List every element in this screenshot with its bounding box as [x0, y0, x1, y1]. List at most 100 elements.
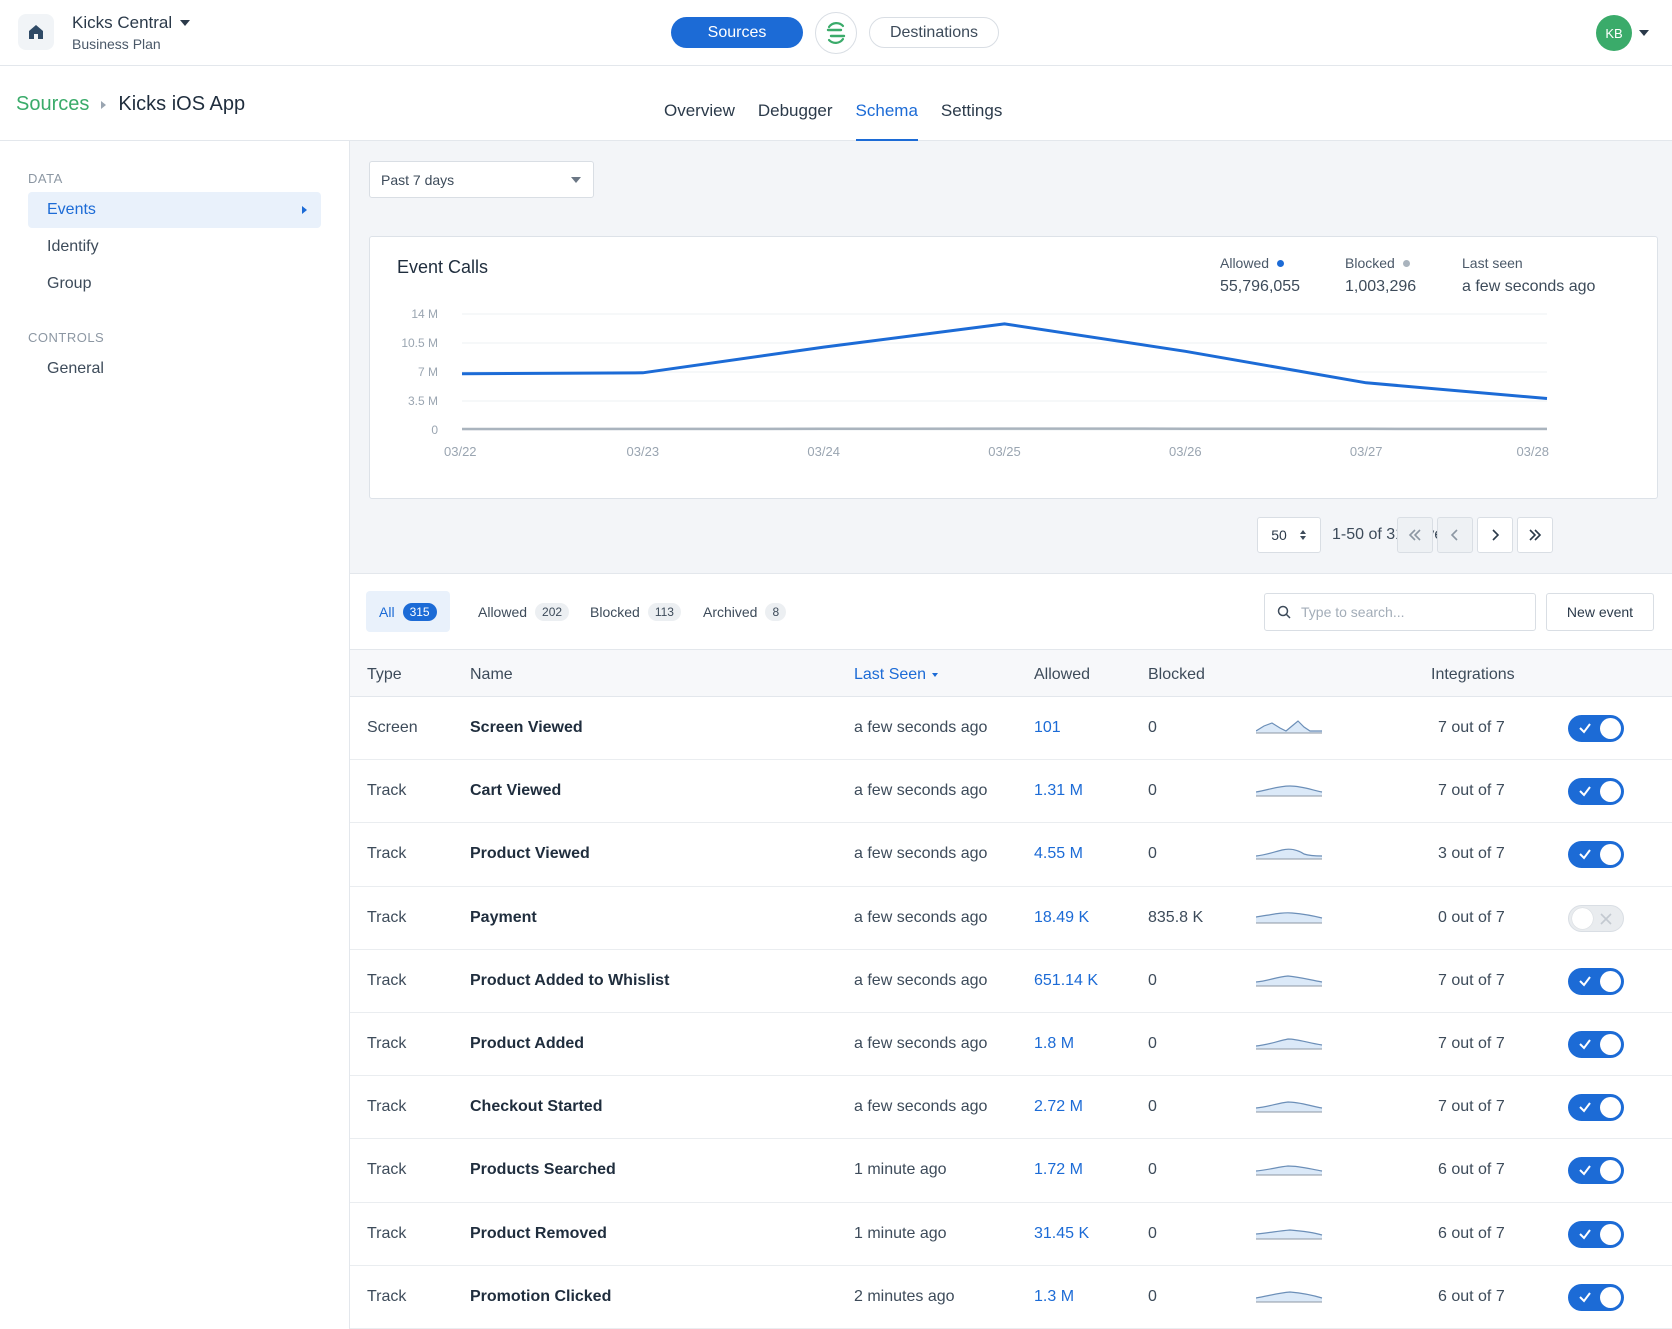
tab-debugger[interactable]: Debugger — [757, 100, 833, 120]
first-page-button[interactable] — [1397, 517, 1433, 553]
row-event-name[interactable]: Product Removed — [470, 1224, 607, 1242]
row-allowed-count: 1.72 M — [1034, 1161, 1083, 1179]
row-blocked-count: 0 — [1148, 1287, 1157, 1305]
row-event-name[interactable]: Product Added — [470, 1034, 585, 1052]
filter-count-badge: 315 — [402, 602, 437, 621]
breadcrumb-sources-link[interactable]: Sources — [16, 93, 90, 115]
toggle-knob — [1600, 1286, 1621, 1308]
row-last-seen: a few seconds ago — [854, 971, 988, 989]
legend-blocked-dot — [1402, 259, 1410, 267]
previous-page-button[interactable] — [1437, 517, 1473, 553]
breadcrumb: Sources Kicks iOS App — [16, 93, 245, 116]
row-integrations-count[interactable]: 6 out of 7 — [1438, 1224, 1505, 1242]
filter-count-badge: 8 — [765, 602, 787, 621]
row-integrations-count[interactable]: 6 out of 7 — [1438, 1161, 1505, 1179]
row-integrations-count[interactable]: 7 out of 7 — [1438, 719, 1505, 736]
tab-overview[interactable]: Overview — [664, 100, 735, 120]
row-event-name[interactable]: Product Viewed — [470, 845, 590, 863]
filter-count-badge: 113 — [647, 602, 681, 621]
segment-logo-button[interactable] — [815, 12, 857, 54]
row-event-name[interactable]: Promotion Clicked — [470, 1287, 612, 1305]
row-type: Track — [367, 845, 407, 863]
chevron-right-icon — [101, 100, 107, 109]
table-row[interactable]: Track Payment a few seconds ago 18.49 K … — [350, 887, 1672, 950]
row-integrations-count[interactable]: 7 out of 7 — [1438, 782, 1505, 800]
row-event-name[interactable]: Screen Viewed — [470, 719, 583, 736]
row-allowed-count: 1.8 M — [1034, 1034, 1075, 1052]
row-enabled-toggle[interactable] — [1568, 841, 1624, 869]
row-enabled-toggle[interactable] — [1568, 715, 1624, 742]
toggle-knob — [1600, 781, 1621, 803]
row-event-name[interactable]: Cart Viewed — [470, 782, 562, 800]
row-sparkline — [1256, 720, 1322, 734]
check-icon — [1579, 1292, 1591, 1303]
table-row[interactable]: Track Product Added to Whislist a few se… — [350, 950, 1672, 1013]
row-enabled-toggle[interactable] — [1568, 967, 1624, 995]
new-event-button[interactable]: New event — [1546, 593, 1654, 631]
toggle-knob — [1600, 844, 1621, 866]
sidebar-item-label: General — [47, 360, 104, 377]
page-size-select[interactable]: 50 — [1257, 517, 1321, 553]
check-icon — [1579, 1039, 1591, 1050]
row-type: Track — [367, 971, 407, 989]
tab-schema[interactable]: Schema — [855, 66, 918, 141]
y-tick-label: 3.5 M — [408, 394, 438, 408]
row-integrations-count[interactable]: 7 out of 7 — [1438, 1034, 1505, 1052]
sidebar-item-group[interactable]: Group — [28, 266, 321, 302]
next-page-button[interactable] — [1477, 517, 1513, 553]
date-range-select[interactable]: Past 7 days — [369, 161, 594, 198]
row-event-name[interactable]: Product Added to Whislist — [470, 971, 670, 989]
table-row[interactable]: Track Product Viewed a few seconds ago 4… — [350, 823, 1672, 887]
row-event-name[interactable]: Products Searched — [470, 1161, 616, 1179]
destinations-nav-button[interactable]: Destinations — [869, 17, 999, 48]
row-enabled-toggle[interactable] — [1568, 904, 1624, 932]
column-header-last-seen[interactable]: Last Seen — [854, 666, 939, 684]
row-enabled-toggle[interactable] — [1568, 1283, 1624, 1311]
row-integrations-count[interactable]: 0 out of 7 — [1438, 908, 1505, 926]
row-sparkline — [1256, 785, 1323, 797]
events-table-header: Type Name Last Seen Allowed Blocked Inte… — [350, 650, 1672, 697]
table-row[interactable]: Track Checkout Started a few seconds ago… — [350, 1076, 1672, 1140]
sidebar-item-events[interactable]: Events — [28, 192, 321, 228]
tab-settings[interactable]: Settings — [940, 100, 1003, 120]
table-row[interactable]: Track Cart Viewed a few seconds ago 1.31… — [350, 760, 1672, 824]
row-integrations-count[interactable]: 3 out of 7 — [1438, 845, 1505, 863]
filter-tab-allowed[interactable]: Allowed 202 — [478, 591, 570, 632]
row-enabled-toggle[interactable] — [1568, 778, 1624, 806]
date-range-value: Past 7 days — [381, 171, 455, 188]
home-button[interactable] — [18, 14, 54, 50]
row-integrations-count[interactable]: 7 out of 7 — [1438, 971, 1505, 989]
row-event-name[interactable]: Payment — [470, 908, 537, 926]
double-chevron-left-icon — [1408, 529, 1421, 541]
table-row[interactable]: Track Product Added a few seconds ago 1.… — [350, 1013, 1672, 1077]
table-row[interactable]: Screen Screen Viewed a few seconds ago 1… — [350, 697, 1672, 761]
sidebar-item-identify[interactable]: Identify — [28, 229, 321, 265]
row-integrations-count[interactable]: 7 out of 7 — [1438, 1098, 1505, 1116]
user-avatar[interactable]: KB — [1596, 15, 1632, 51]
row-enabled-toggle[interactable] — [1568, 1030, 1624, 1058]
filter-tab-archived[interactable]: Archived 8 — [703, 591, 787, 632]
double-chevron-right-icon — [1529, 529, 1542, 541]
row-sparkline — [1256, 975, 1323, 987]
check-icon — [1579, 1165, 1591, 1176]
sources-nav-button[interactable]: Sources — [671, 17, 803, 48]
row-event-name[interactable]: Checkout Started — [470, 1098, 603, 1116]
row-last-seen: 2 minutes ago — [854, 1287, 955, 1305]
row-enabled-toggle[interactable] — [1568, 1094, 1624, 1122]
last-page-button[interactable] — [1517, 517, 1553, 553]
filter-tab-blocked[interactable]: Blocked 113 — [590, 591, 681, 632]
row-integrations-count[interactable]: 6 out of 7 — [1438, 1287, 1505, 1305]
sidebar-item-general[interactable]: General — [28, 351, 321, 387]
workspace-switcher[interactable]: Kicks Central Business Plan — [72, 13, 191, 52]
row-sparkline — [1256, 911, 1323, 924]
search-input[interactable] — [1301, 604, 1521, 620]
filter-tab-all[interactable]: All 315 — [366, 591, 450, 632]
x-tick-label: 03/27 — [1350, 444, 1383, 459]
row-enabled-toggle[interactable] — [1568, 1220, 1624, 1248]
row-enabled-toggle[interactable] — [1568, 1157, 1624, 1185]
segment-logo-icon — [826, 22, 846, 44]
table-row[interactable]: Track Products Searched 1 minute ago 1.7… — [350, 1139, 1672, 1203]
table-row[interactable]: Track Product Removed 1 minute ago 31.45… — [350, 1203, 1672, 1266]
chevron-down-icon[interactable] — [1639, 30, 1649, 36]
table-row[interactable]: Track Promotion Clicked 2 minutes ago 1.… — [350, 1266, 1672, 1329]
